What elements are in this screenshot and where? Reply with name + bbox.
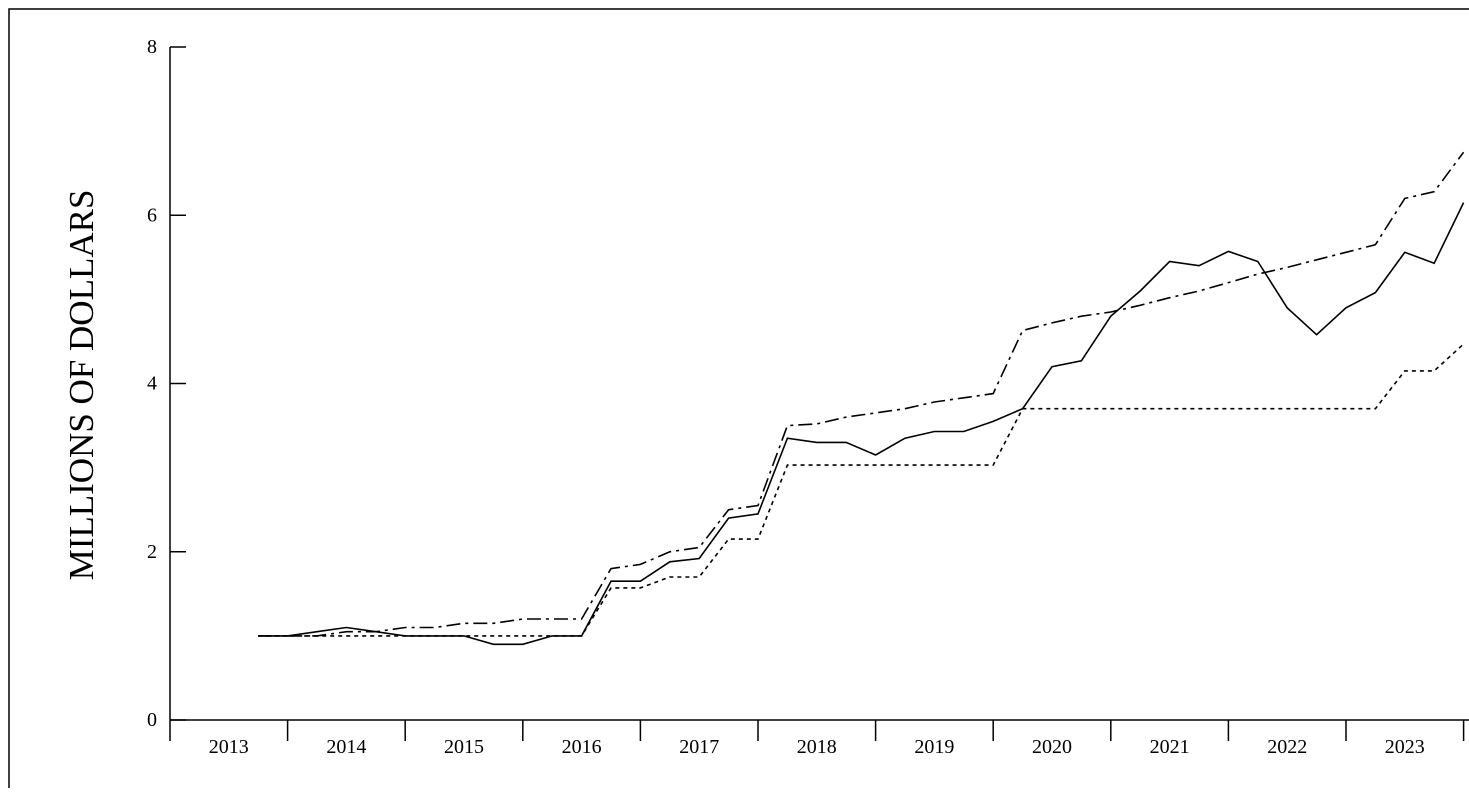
series-line-dotted <box>258 343 1465 637</box>
x-tick-label: 2014 <box>326 736 366 758</box>
y-ticks: 0 2 4 6 8 <box>147 36 186 731</box>
series-line-dashdot <box>258 151 1465 637</box>
y-tick-label: 2 <box>147 541 157 563</box>
y-axis-title: MILLIONS OF DOLLARS <box>62 190 101 581</box>
chart-frame <box>8 8 1469 793</box>
x-tick-label: 2023 <box>1385 736 1425 758</box>
x-tick-label: 2016 <box>562 736 602 758</box>
x-tick-label: 2015 <box>444 736 484 758</box>
y-tick-label: 6 <box>147 204 157 226</box>
y-tick-label: 4 <box>147 373 157 395</box>
y-tick-label: 8 <box>147 36 157 58</box>
x-tick-label: 2017 <box>679 736 719 758</box>
series-layer <box>258 151 1465 646</box>
x-tick-label: 2018 <box>797 736 837 758</box>
x-ticks: 2013 2014 2015 2016 2017 2018 2019 2020 2021 2022… <box>169 720 1465 758</box>
y-tick-label: 0 <box>147 709 157 731</box>
x-tick-label: 2022 <box>1267 736 1307 758</box>
x-tick-label: 2013 <box>209 736 249 758</box>
x-tick-label: 2021 <box>1150 736 1190 758</box>
x-tick-label: 2019 <box>914 736 954 758</box>
x-tick-label: 2020 <box>1032 736 1072 758</box>
